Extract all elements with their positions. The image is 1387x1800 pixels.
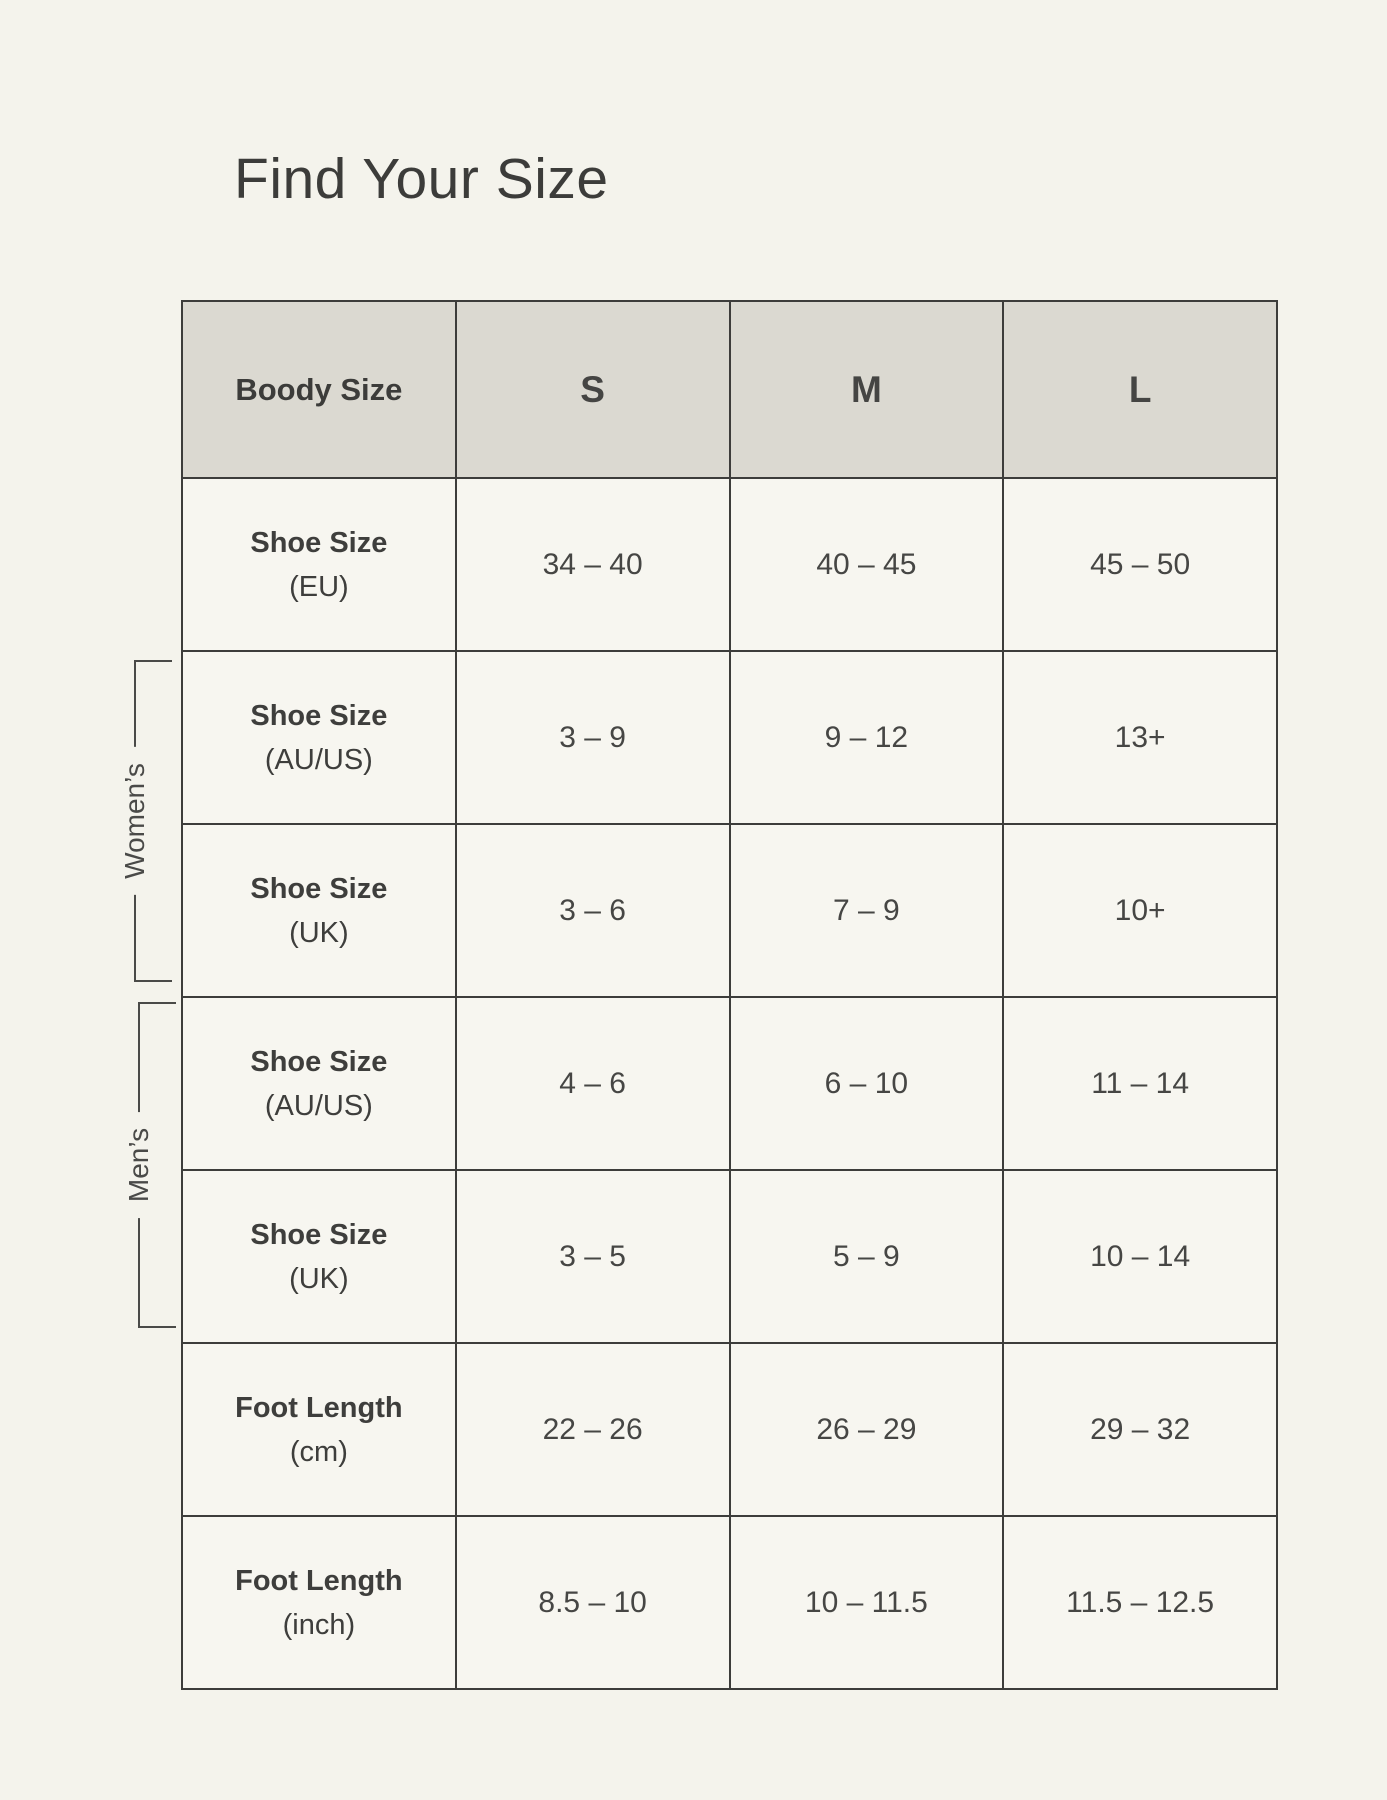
cell-value: 10 – 14 [1002, 1169, 1278, 1344]
row-label-main: Shoe Size [250, 1045, 388, 1078]
cell-value: 10+ [1002, 823, 1278, 998]
cell-value: 10 – 11.5 [728, 1515, 1005, 1690]
row-label-main: Shoe Size [250, 699, 388, 732]
mens-section-label: Men’s [123, 1111, 155, 1219]
row-label-unit: (UK) [289, 916, 349, 949]
table-row-womens-shoe-size-uk: Shoe Size (UK) 3 – 6 7 – 9 10+ [181, 823, 1278, 998]
row-label: Shoe Size (UK) [181, 1169, 457, 1344]
cell-value: 40 – 45 [728, 477, 1005, 652]
table-row-shoe-size-eu: Shoe Size (EU) 34 – 40 40 – 45 45 – 50 [181, 477, 1278, 652]
header-size-s: S [454, 300, 731, 479]
cell-value: 8.5 – 10 [454, 1515, 731, 1690]
row-label: Shoe Size (AU/US) [181, 650, 457, 825]
row-label: Shoe Size (EU) [181, 477, 457, 652]
row-label: Shoe Size (UK) [181, 823, 457, 998]
header-size-l: L [1002, 300, 1278, 479]
cell-value: 5 – 9 [728, 1169, 1005, 1344]
size-chart-table: Boody Size S M L Shoe Size (EU) 34 – 40 … [181, 300, 1278, 1690]
header-size-m: M [728, 300, 1005, 479]
row-label-main: Shoe Size [250, 872, 388, 905]
page-title: Find Your Size [234, 147, 609, 212]
row-label-unit: (inch) [282, 1608, 356, 1641]
cell-value: 45 – 50 [1002, 477, 1278, 652]
table-row-foot-length-cm: Foot Length (cm) 22 – 26 26 – 29 29 – 32 [181, 1342, 1278, 1517]
cell-value: 26 – 29 [728, 1342, 1005, 1517]
womens-section-label: Women’s [119, 747, 151, 895]
cell-value: 9 – 12 [728, 650, 1005, 825]
cell-value: 11 – 14 [1002, 996, 1278, 1171]
cell-value: 11.5 – 12.5 [1002, 1515, 1278, 1690]
row-label-unit: (EU) [289, 570, 349, 603]
cell-value: 29 – 32 [1002, 1342, 1278, 1517]
table-row-womens-shoe-size-auus: Shoe Size (AU/US) 3 – 9 9 – 12 13+ [181, 650, 1278, 825]
table-row-mens-shoe-size-auus: Shoe Size (AU/US) 4 – 6 6 – 10 11 – 14 [181, 996, 1278, 1171]
row-label: Foot Length (inch) [181, 1515, 457, 1690]
row-label-main: Shoe Size [250, 526, 388, 559]
cell-value: 4 – 6 [454, 996, 731, 1171]
row-label: Foot Length (cm) [181, 1342, 457, 1517]
cell-value: 13+ [1002, 650, 1278, 825]
cell-value: 3 – 6 [454, 823, 731, 998]
cell-value: 7 – 9 [728, 823, 1005, 998]
table-header-row: Boody Size S M L [181, 300, 1278, 479]
row-label-main: Shoe Size [250, 1218, 388, 1251]
row-label-main: Foot Length [235, 1564, 403, 1597]
cell-value: 3 – 9 [454, 650, 731, 825]
row-label-unit: (UK) [289, 1262, 349, 1295]
cell-value: 3 – 5 [454, 1169, 731, 1344]
row-label-unit: (AU/US) [264, 1089, 373, 1122]
table-row-mens-shoe-size-uk: Shoe Size (UK) 3 – 5 5 – 9 10 – 14 [181, 1169, 1278, 1344]
table-row-foot-length-inch: Foot Length (inch) 8.5 – 10 10 – 11.5 11… [181, 1515, 1278, 1690]
row-label: Shoe Size (AU/US) [181, 996, 457, 1171]
row-label-main: Foot Length [235, 1391, 403, 1424]
header-boody-size: Boody Size [181, 300, 457, 479]
cell-value: 34 – 40 [454, 477, 731, 652]
row-label-unit: (cm) [289, 1435, 348, 1468]
cell-value: 6 – 10 [728, 996, 1005, 1171]
row-label-unit: (AU/US) [264, 743, 373, 776]
cell-value: 22 – 26 [454, 1342, 731, 1517]
